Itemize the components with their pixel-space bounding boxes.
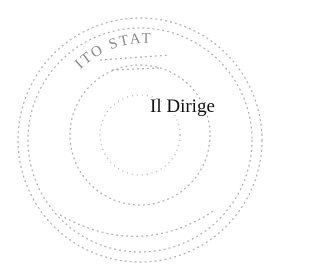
stamp-text-path: ITO STAT <box>72 31 153 73</box>
stamp: ITO STAT <box>18 18 262 262</box>
page: {"stamp": {"text": "ITO STAT"}, "signatu… <box>0 0 270 274</box>
stamp-ring <box>28 28 252 252</box>
stamp-inner-ring <box>70 65 210 205</box>
stamp-outer-ring <box>18 18 262 262</box>
document: ITO STAT Il Dirige <box>0 0 270 274</box>
stamp-lines <box>100 55 170 70</box>
stamp-bottom-arc <box>60 210 215 236</box>
stamp-text: ITO STAT <box>72 31 153 73</box>
signature-label: Il Dirige <box>150 96 215 117</box>
